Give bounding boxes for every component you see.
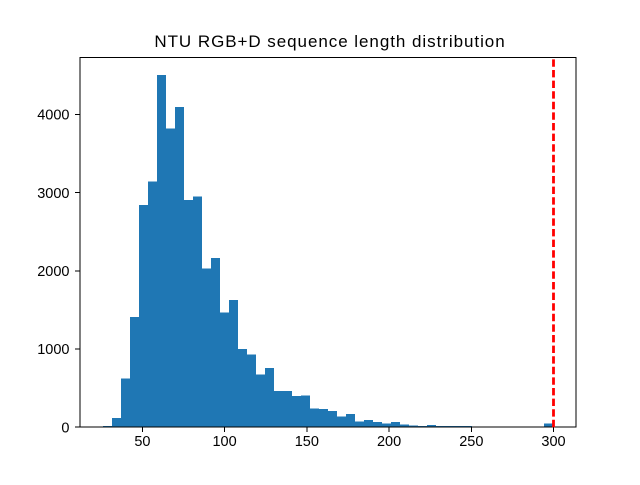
svg-text:0: 0	[61, 420, 69, 436]
svg-text:100: 100	[212, 434, 236, 450]
svg-text:50: 50	[134, 434, 150, 450]
svg-text:3000: 3000	[37, 186, 69, 202]
svg-text:4000: 4000	[37, 108, 69, 124]
svg-text:300: 300	[541, 434, 565, 450]
svg-text:150: 150	[295, 434, 319, 450]
svg-text:200: 200	[377, 434, 401, 450]
svg-text:NTU RGB+D sequence length dist: NTU RGB+D sequence length distribution	[154, 32, 505, 51]
svg-text:2000: 2000	[37, 264, 69, 280]
svg-text:250: 250	[459, 434, 483, 450]
svg-text:1000: 1000	[37, 342, 69, 358]
